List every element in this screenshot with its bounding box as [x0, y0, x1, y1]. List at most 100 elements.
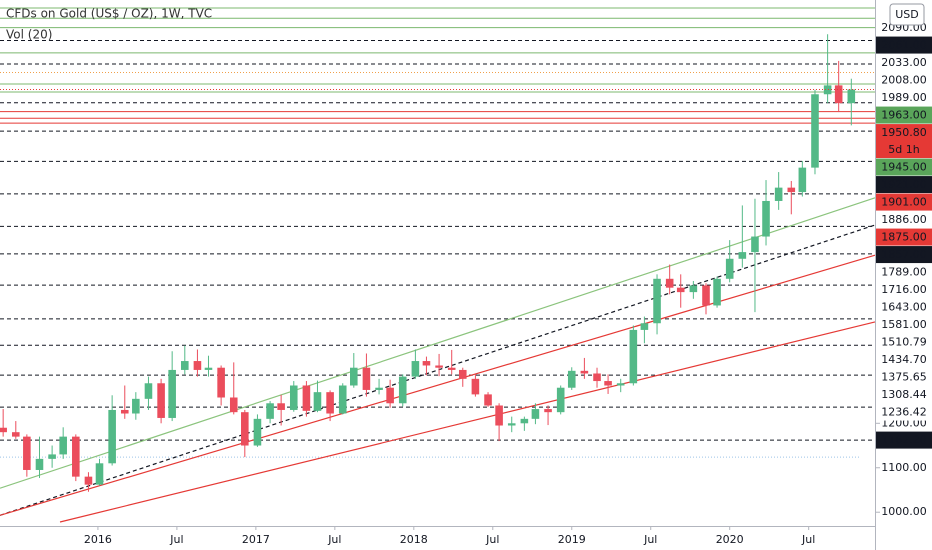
- candle-body: [181, 361, 189, 370]
- candle-body: [375, 387, 383, 390]
- level-label-box: [876, 176, 932, 194]
- level-label-box: [876, 403, 932, 421]
- level-label: 1308.44: [881, 388, 927, 401]
- candle-body: [386, 387, 394, 404]
- level-label: 1716.00: [881, 283, 927, 296]
- level-label: 1789.00: [881, 266, 927, 279]
- level-label-box: [876, 158, 932, 176]
- price-axis: 1000.001100.001200.002090.002061.002033.…: [876, 19, 932, 518]
- level-label: 1581.00: [881, 318, 927, 331]
- level-label-box: [876, 228, 932, 246]
- level-label-box: [876, 263, 932, 281]
- candle-body: [676, 287, 685, 293]
- trend-line: [0, 197, 876, 489]
- candle-body: [580, 370, 589, 374]
- candle-body: [168, 369, 176, 418]
- candle-body: [834, 85, 843, 104]
- candle-body: [751, 236, 759, 253]
- candle-body: [593, 373, 601, 382]
- level-label-box: [876, 316, 932, 334]
- candle-body: [811, 94, 819, 168]
- level-label-box: [876, 386, 932, 404]
- candle-body: [95, 463, 104, 485]
- level-label-box: [876, 89, 932, 107]
- candle-body: [59, 436, 67, 455]
- level-label-box: [876, 368, 932, 386]
- candle-body: [313, 392, 322, 411]
- candle-body: [616, 383, 625, 386]
- candle-body: [787, 187, 796, 193]
- trend-line: [59, 321, 876, 523]
- level-label: 2008.00: [881, 74, 927, 87]
- currency-label[interactable]: USD: [895, 8, 919, 21]
- candle-body: [12, 432, 20, 437]
- level-label-box: [876, 193, 932, 211]
- level-label-box: [876, 36, 932, 54]
- x-tick-label: Jul: [169, 533, 183, 546]
- level-label: 1643.00: [881, 301, 927, 314]
- candle-body: [144, 383, 153, 399]
- plot-area: [0, 7, 876, 523]
- candle-body: [713, 278, 721, 306]
- level-label: 1434.70: [881, 353, 927, 366]
- y-tick-label: 1000.00: [881, 505, 927, 518]
- candle-body: [157, 383, 165, 418]
- currency-badge[interactable]: [889, 3, 925, 26]
- level-label-box: [876, 351, 932, 369]
- candle-body: [422, 361, 431, 366]
- level-label-box: [876, 71, 932, 89]
- level-label: 1857.00: [881, 248, 927, 261]
- candle-body: [72, 436, 80, 477]
- price-label-box: [876, 124, 932, 159]
- indicator-label: Vol (20): [6, 28, 52, 42]
- candle-body: [193, 361, 202, 370]
- level-label-box: [876, 211, 932, 229]
- price-label: 1950.80: [881, 126, 927, 139]
- level-label-box: [876, 281, 932, 299]
- level-label: 1989.00: [881, 91, 927, 104]
- candle-body: [665, 278, 674, 288]
- candle-body: [567, 370, 576, 388]
- candle-body: [823, 85, 832, 95]
- level-label: 1510.79: [881, 336, 927, 349]
- x-tick-label: Jul: [643, 533, 657, 546]
- candle-body: [0, 427, 7, 433]
- level-label-box: [876, 106, 932, 124]
- candle-body: [241, 412, 249, 446]
- level-label: 1236.42: [881, 406, 927, 419]
- candle-body: [204, 367, 213, 370]
- candle-body: [398, 376, 407, 404]
- level-label: 1963.00: [881, 109, 927, 122]
- candle-body: [253, 418, 262, 446]
- x-tick-label: 2016: [84, 533, 112, 546]
- candle-body: [266, 403, 274, 419]
- candle-body: [84, 476, 93, 485]
- candle-body: [689, 285, 698, 293]
- level-label: 1945.00: [881, 161, 927, 174]
- candle-body: [774, 187, 783, 201]
- x-tick-label: 2017: [242, 533, 270, 546]
- candle-body: [411, 361, 420, 377]
- countdown-label: 5d 1h: [888, 143, 919, 156]
- candle-body: [23, 436, 31, 470]
- candle-body: [302, 385, 311, 411]
- level-label: 1901.00: [881, 196, 927, 209]
- candle-body: [725, 258, 734, 279]
- candle-body: [48, 454, 56, 459]
- candle-body: [640, 323, 649, 330]
- candle-body: [471, 378, 480, 395]
- candle-body: [738, 252, 747, 259]
- candle-body: [350, 367, 358, 386]
- candle-body: [653, 278, 661, 324]
- candle-body: [520, 418, 529, 424]
- level-label: 1162.20: [881, 434, 927, 447]
- x-tick-label: 2019: [558, 533, 586, 546]
- candle-body: [484, 394, 492, 406]
- candle-body: [556, 387, 565, 413]
- candle-body: [108, 409, 116, 464]
- level-label-box: [876, 333, 932, 351]
- x-tick-label: Jul: [327, 533, 341, 546]
